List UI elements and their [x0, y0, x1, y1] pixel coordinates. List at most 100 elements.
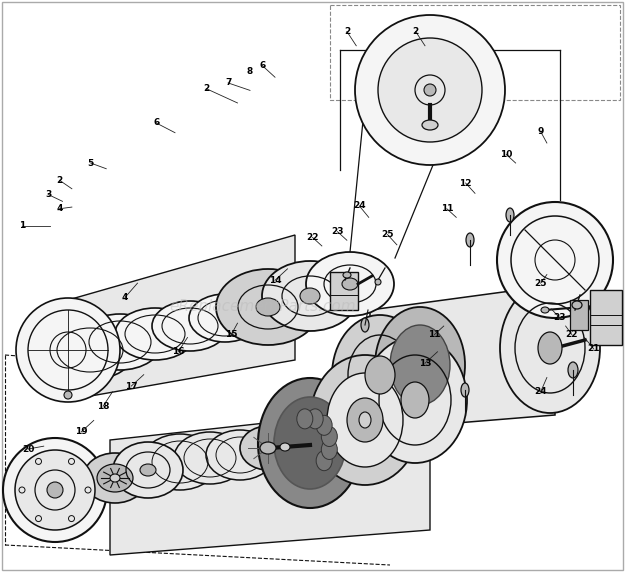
- Ellipse shape: [390, 325, 450, 405]
- Text: 5: 5: [88, 158, 94, 168]
- Ellipse shape: [16, 298, 120, 402]
- Ellipse shape: [461, 383, 469, 397]
- Ellipse shape: [363, 337, 467, 463]
- Text: 25: 25: [534, 279, 547, 288]
- Ellipse shape: [422, 120, 438, 130]
- Text: 12: 12: [459, 178, 472, 188]
- Text: 2: 2: [412, 27, 419, 36]
- Text: 15: 15: [225, 330, 238, 339]
- Ellipse shape: [152, 301, 228, 351]
- Text: 10: 10: [500, 150, 512, 159]
- Text: 14: 14: [269, 276, 281, 285]
- Ellipse shape: [332, 315, 428, 435]
- Bar: [590, 290, 622, 345]
- Polygon shape: [370, 285, 555, 430]
- Ellipse shape: [538, 332, 562, 364]
- Text: 2: 2: [344, 27, 350, 36]
- Text: 2: 2: [56, 176, 63, 185]
- Ellipse shape: [347, 398, 383, 442]
- Ellipse shape: [47, 482, 63, 498]
- Ellipse shape: [189, 294, 261, 342]
- Ellipse shape: [300, 288, 320, 304]
- Text: 18: 18: [97, 402, 109, 411]
- Text: eReplacementParts.com: eReplacementParts.com: [169, 299, 356, 313]
- Text: 22: 22: [306, 233, 319, 242]
- Ellipse shape: [216, 269, 320, 345]
- Ellipse shape: [316, 451, 332, 471]
- Text: 21: 21: [588, 344, 600, 353]
- Ellipse shape: [343, 272, 351, 278]
- Ellipse shape: [361, 318, 369, 332]
- Ellipse shape: [274, 397, 346, 489]
- Text: 9: 9: [538, 127, 544, 136]
- Text: 19: 19: [75, 427, 88, 436]
- Ellipse shape: [45, 320, 135, 380]
- Text: 25: 25: [381, 230, 394, 239]
- Text: 23: 23: [553, 313, 566, 322]
- Ellipse shape: [297, 409, 313, 429]
- Ellipse shape: [15, 450, 95, 530]
- Text: 8: 8: [247, 67, 253, 76]
- Ellipse shape: [262, 261, 358, 331]
- Ellipse shape: [342, 278, 358, 290]
- Ellipse shape: [359, 412, 371, 428]
- Ellipse shape: [78, 314, 162, 370]
- Text: 20: 20: [22, 444, 34, 454]
- Ellipse shape: [568, 362, 578, 378]
- Ellipse shape: [206, 430, 274, 480]
- Text: 13: 13: [419, 359, 431, 368]
- Ellipse shape: [355, 15, 505, 165]
- Ellipse shape: [375, 279, 381, 285]
- Ellipse shape: [310, 355, 420, 485]
- Ellipse shape: [497, 202, 613, 318]
- Ellipse shape: [307, 409, 323, 429]
- Ellipse shape: [256, 298, 280, 316]
- Text: 3: 3: [45, 190, 51, 199]
- Text: 24: 24: [534, 387, 547, 396]
- Ellipse shape: [306, 252, 394, 316]
- Ellipse shape: [142, 434, 218, 490]
- Text: 4: 4: [56, 204, 63, 213]
- Ellipse shape: [466, 233, 474, 247]
- Ellipse shape: [500, 283, 600, 413]
- Bar: [570, 300, 588, 330]
- Ellipse shape: [83, 453, 147, 503]
- Ellipse shape: [64, 391, 72, 399]
- Ellipse shape: [378, 38, 482, 142]
- Ellipse shape: [280, 443, 290, 451]
- Ellipse shape: [316, 415, 332, 435]
- Ellipse shape: [541, 307, 549, 313]
- Ellipse shape: [365, 356, 395, 394]
- Ellipse shape: [572, 301, 582, 309]
- Text: 6: 6: [259, 61, 266, 70]
- Ellipse shape: [321, 427, 338, 447]
- Text: 23: 23: [331, 227, 344, 236]
- Ellipse shape: [115, 308, 195, 360]
- Text: 16: 16: [172, 347, 184, 356]
- Ellipse shape: [110, 474, 120, 482]
- Ellipse shape: [258, 378, 362, 508]
- Ellipse shape: [260, 442, 276, 454]
- Ellipse shape: [506, 208, 514, 222]
- Text: 22: 22: [566, 330, 578, 339]
- Text: 24: 24: [353, 201, 366, 210]
- Text: 17: 17: [125, 382, 138, 391]
- Polygon shape: [110, 405, 430, 555]
- Ellipse shape: [321, 439, 338, 459]
- Text: 6: 6: [153, 118, 159, 128]
- Polygon shape: [68, 235, 295, 400]
- Ellipse shape: [424, 84, 436, 96]
- Text: 7: 7: [225, 78, 231, 88]
- Text: 4: 4: [122, 293, 128, 302]
- Text: 11: 11: [428, 330, 441, 339]
- Ellipse shape: [97, 464, 133, 492]
- Ellipse shape: [174, 432, 246, 484]
- Ellipse shape: [240, 426, 296, 470]
- Text: 11: 11: [441, 204, 453, 213]
- Ellipse shape: [140, 464, 156, 476]
- Text: 1: 1: [19, 221, 25, 231]
- Ellipse shape: [3, 438, 107, 542]
- Ellipse shape: [401, 382, 429, 418]
- Ellipse shape: [375, 307, 465, 423]
- Bar: [330, 272, 358, 310]
